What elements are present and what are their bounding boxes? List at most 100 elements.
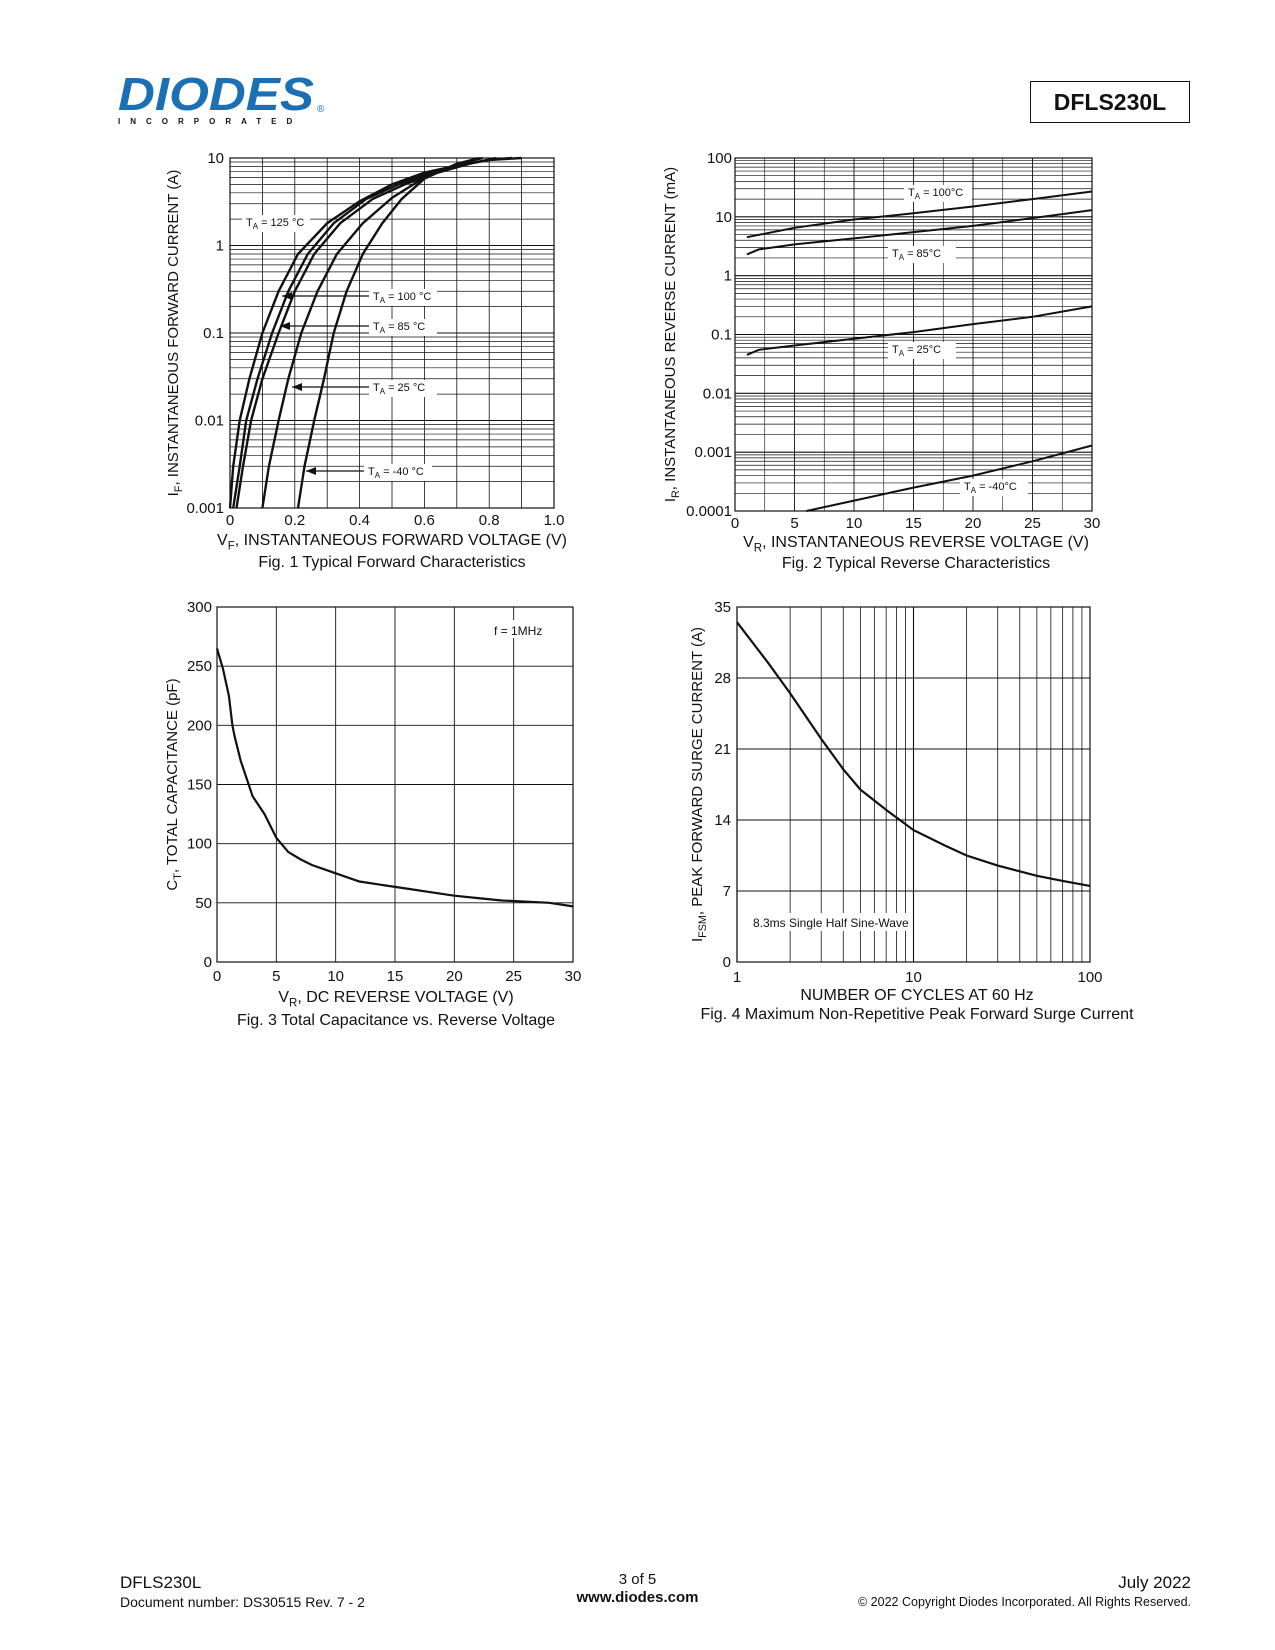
fig4-y-tick-label: 14 <box>714 812 731 829</box>
fig3-annotation: f = 1MHz <box>494 624 542 638</box>
logo-registered-mark: ® <box>317 104 325 115</box>
fig4-x-tick-label: 1 <box>733 969 741 986</box>
fig2-x-tick-label: 30 <box>1084 515 1101 532</box>
fig4-caption: Fig. 4 Maximum Non-Repetitive Peak Forwa… <box>700 1006 1134 1023</box>
fig4-y-tick-label: 21 <box>714 741 731 758</box>
footer-website[interactable]: www.diodes.com <box>576 1589 699 1606</box>
fig4-y-tick-label: 28 <box>714 670 731 687</box>
fig3-y-tick-label: 100 <box>187 836 212 853</box>
fig1-m40c-arrow-head <box>306 467 316 475</box>
fig3-y-tick-label: 250 <box>187 658 212 675</box>
fig4-y-axis-title: IFSM, PEAK FORWARD SURGE CURRENT (A) <box>689 627 709 942</box>
fig1-label-m40c-bg <box>364 464 432 481</box>
fig1-label-125c-bg <box>242 215 310 232</box>
fig3-series-line-0 <box>215 648 574 908</box>
footer-left: DFLS230L Document number: DS30515 Rev. 7… <box>120 1573 365 1611</box>
fig2-series-line-1 <box>746 209 1093 256</box>
fig3-y-tick-label: 200 <box>187 717 212 734</box>
fig1-x-tick-label: 0 <box>226 512 234 529</box>
fig1-label-100c-bg <box>369 289 437 306</box>
logo-wordmark: DIODES <box>118 70 314 120</box>
fig4-surge-current-chart: 1 10 100 0 7 14 21 28 35 8.3ms Single Half Sine-W… <box>689 599 1134 1023</box>
fig1-25c-arrow-head <box>292 383 302 391</box>
fig4-y-tick-label: 35 <box>714 599 731 616</box>
fig1-label-85c: TA = 85 °C <box>373 321 425 335</box>
fig4-series-line-0 <box>736 621 1091 887</box>
fig4-y-tick-label: 7 <box>723 883 731 900</box>
fig4-annotation-bg <box>750 913 910 931</box>
fig3-y-axis-title: CT, TOTAL CAPACITANCE (pF) <box>164 678 184 890</box>
fig3-x-axis-title: VR, DC REVERSE VOLTAGE (V) <box>278 989 513 1009</box>
fig2-y-tick-label: 0.1 <box>711 327 732 344</box>
fig1-y-tick-label: 10 <box>207 150 224 167</box>
footer-page: 3 of 5 <box>618 1571 657 1588</box>
fig4-x-tick-label: 100 <box>1077 969 1102 986</box>
diodes-logo: DIODES ® INCORPORATED <box>118 70 325 126</box>
footer-right: July 2022 © 2022 Copyright Diodes Incorp… <box>858 1573 1191 1611</box>
fig1-100c-arrow-head <box>282 292 292 300</box>
fig1-label-25c: TA = 25 °C <box>373 382 425 396</box>
fig2-label-85c: TA = 85°C <box>892 248 941 262</box>
fig1-y-tick-label: 0.01 <box>195 413 224 430</box>
fig2-label-25c: TA = 25°C <box>892 344 941 358</box>
fig2-x-tick-label: 10 <box>846 515 863 532</box>
part-number: DFLS230L <box>1053 88 1167 115</box>
fig2-y-tick-label: 10 <box>715 209 732 226</box>
fig2-plot-frame <box>734 157 1093 512</box>
fig2-label-100c-bg <box>904 185 972 202</box>
fig1-85c-arrow-head <box>280 322 290 330</box>
fig2-label-100c: TA = 100°C <box>908 187 963 201</box>
fig2-caption: Fig. 2 Typical Reverse Characteristics <box>782 555 1050 572</box>
fig2-y-tick-label: 1 <box>724 268 732 285</box>
fig1-x-axis-title: VF, INSTANTANEOUS FORWARD VOLTAGE (V) <box>217 532 567 552</box>
fig2-label-m40c-bg <box>960 479 1028 496</box>
fig3-x-tick-label: 5 <box>272 968 280 985</box>
fig2-series-line-0 <box>746 190 1093 239</box>
fig1-label-85c-bg <box>369 319 437 336</box>
fig3-x-tick-label: 20 <box>446 968 463 985</box>
fig1-x-tick-label: 0.8 <box>479 512 500 529</box>
footer-copyright: © 2022 Copyright Diodes Incorporated. Al… <box>858 1595 1191 1609</box>
fig2-y-tick-label: 0.001 <box>694 444 732 461</box>
fig2-x-axis-title: VR, INSTANTANEOUS REVERSE VOLTAGE (V) <box>743 534 1089 554</box>
fig3-caption: Fig. 3 Total Capacitance vs. Reverse Vol… <box>237 1012 555 1029</box>
fig2-x-tick-label: 15 <box>905 515 922 532</box>
logo-subtitle: INCORPORATED <box>118 117 302 126</box>
fig1-series-line-4 <box>296 156 480 509</box>
fig2-series-line-2 <box>746 305 1093 356</box>
fig1-x-tick-label: 0.4 <box>349 512 370 529</box>
footer-doc-number: Document number: DS30515 Rev. 7 - 2 <box>120 1594 365 1610</box>
fig2-y-tick-label: 0.01 <box>703 385 732 402</box>
fig4-annotation: 8.3ms Single Half Sine-Wave <box>753 916 909 930</box>
fig3-x-tick-label: 15 <box>387 968 404 985</box>
fig1-plot-frame <box>229 157 555 509</box>
fig1-y-tick-label: 1 <box>216 238 224 255</box>
fig2-y-tick-label: 0.0001 <box>686 503 732 520</box>
fig3-x-tick-label: 0 <box>213 968 221 985</box>
fig1-x-tick-label: 1.0 <box>544 512 565 529</box>
fig4-plot-frame <box>736 606 1091 963</box>
fig1-caption: Fig. 1 Typical Forward Characteristics <box>258 554 525 571</box>
fig1-x-tick-label: 0.6 <box>414 512 435 529</box>
fig1-label-25c-bg <box>369 380 437 397</box>
fig1-forward-characteristics-chart: 0 0.2 0.4 0.6 0.8 1.0 0.001 0.01 0.1 1 10 TA = 125 … <box>165 150 567 571</box>
fig2-reverse-characteristics-chart: 0 5 10 15 20 25 30 0.0001 0.001 0.01 0.1 1 10 100 TA =… <box>662 150 1101 572</box>
fig3-x-tick-label: 25 <box>505 968 522 985</box>
fig2-label-m40c: TA = -40°C <box>964 481 1017 495</box>
fig3-x-tick-label: 10 <box>327 968 344 985</box>
fig2-label-25c-bg <box>888 342 956 359</box>
part-number-box: DFLS230L <box>1030 81 1190 123</box>
fig3-y-tick-label: 300 <box>187 599 212 616</box>
fig1-y-axis-title: IF, INSTANTANEOUS FORWARD CURRENT (A) <box>165 170 185 497</box>
fig4-x-axis-title: NUMBER OF CYCLES AT 60 Hz <box>800 987 1033 1004</box>
fig2-x-tick-label: 5 <box>790 515 798 532</box>
fig3-plot-frame <box>216 606 574 963</box>
fig2-x-tick-label: 20 <box>965 515 982 532</box>
footer-center: 3 of 5 www.diodes.com <box>0 1571 1275 1607</box>
fig1-y-tick-label: 0.001 <box>186 500 224 517</box>
fig2-label-85c-bg <box>888 246 956 263</box>
fig2-y-axis-title: IR, INSTANTANEOUS REVERSE CURRENT (mA) <box>662 167 682 502</box>
footer-date: July 2022 <box>1118 1573 1191 1592</box>
fig2-x-tick-label: 25 <box>1024 515 1041 532</box>
fig3-annotation-bg <box>488 620 548 638</box>
